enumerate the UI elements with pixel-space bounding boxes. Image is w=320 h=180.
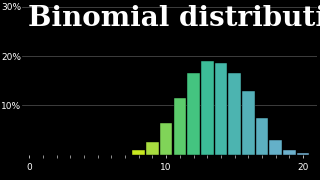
Bar [201, 61, 213, 155]
Bar [146, 142, 159, 155]
Bar [297, 153, 309, 155]
Bar [269, 140, 282, 155]
Text: Binomial distribution: Binomial distribution [28, 5, 320, 32]
Bar [256, 118, 268, 155]
Bar [132, 150, 145, 155]
Bar [283, 150, 296, 155]
Bar [173, 98, 186, 155]
Bar [228, 73, 241, 155]
Bar [215, 64, 227, 155]
Bar [160, 123, 172, 155]
Bar [187, 73, 200, 155]
Bar [242, 91, 255, 155]
